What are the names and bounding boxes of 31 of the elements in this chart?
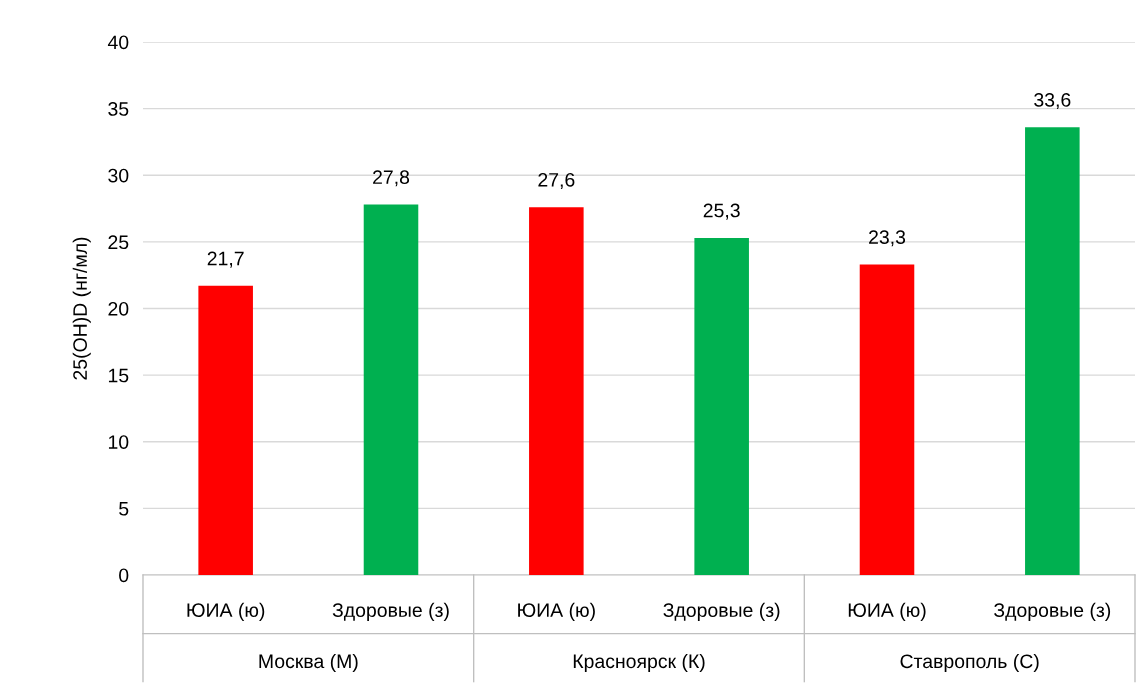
x-tick-label: Здоровые (з) — [332, 602, 449, 621]
bar — [859, 264, 915, 575]
y-tick-label: 25 — [108, 235, 129, 250]
y-tick-label: 10 — [108, 435, 129, 449]
x-tick-label: ЮИА (ю) — [187, 602, 265, 621]
x-tick-label: ЮИА (ю) — [518, 602, 595, 621]
x-tick-label: Здоровые (з) — [663, 602, 780, 621]
bar — [529, 207, 584, 575]
y-tick-label: 0 — [119, 568, 129, 583]
text: Москва (М) — [259, 653, 358, 672]
y-tick-label: 20 — [108, 301, 129, 316]
data-label: 21,7 — [207, 251, 244, 268]
bar — [694, 237, 749, 575]
text: Ставрополь (С) — [900, 653, 1039, 673]
data-label: 27,8 — [373, 170, 410, 187]
data-label: 33,6 — [1034, 93, 1071, 110]
bar — [1025, 127, 1080, 575]
y-tick-label: 40 — [107, 35, 129, 50]
data-label: 23,3 — [869, 230, 906, 247]
y-tick-label: 35 — [108, 102, 129, 116]
x-tick-label: Здоровые (з) — [994, 602, 1111, 621]
data-label: 27,6 — [538, 172, 575, 190]
y-tick-label: 5 — [119, 502, 129, 516]
y-tick-label: 30 — [108, 168, 129, 183]
text: Красноярск (К) — [573, 653, 705, 673]
bar — [198, 285, 253, 575]
x-tick-label: ЮИА (ю) — [848, 602, 926, 621]
y-axis-title: 25(OH)D (нг/мл) — [72, 237, 91, 380]
y-tick-label: 15 — [108, 368, 129, 383]
bar — [363, 204, 419, 575]
data-label: 25,3 — [703, 203, 740, 220]
